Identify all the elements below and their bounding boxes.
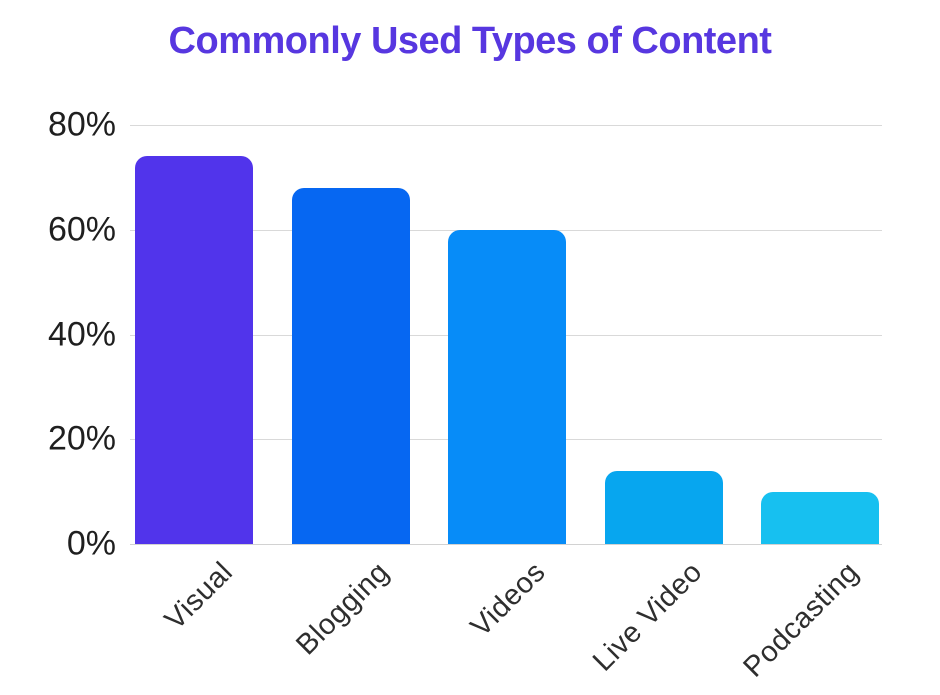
xlabel-visual: Visual	[158, 556, 239, 637]
gridline-80	[130, 125, 882, 126]
bar-podcasting	[761, 491, 879, 544]
chart-title: Commonly Used Types of Content	[168, 20, 772, 62]
xlabel-podcasting: Podcasting	[736, 556, 865, 684]
bar-visual	[135, 156, 253, 544]
plot-area	[130, 125, 882, 545]
gridline-0	[130, 544, 882, 545]
xlabel-live-video: Live Video	[586, 556, 709, 678]
bar-videos	[448, 229, 566, 544]
xlabel-videos: Videos	[464, 556, 552, 644]
ytick-label-20: 20%	[47, 419, 116, 458]
ytick-label-0: 0%	[66, 524, 116, 563]
bar-live-video	[604, 470, 723, 544]
xlabel-blogging: Blogging	[289, 556, 396, 662]
ytick-label-60: 60%	[47, 210, 116, 249]
bar-blogging	[291, 187, 410, 544]
bars-group	[130, 125, 882, 544]
ytick-label-40: 40%	[47, 315, 116, 353]
ytick-label-80: 80%	[47, 105, 116, 144]
